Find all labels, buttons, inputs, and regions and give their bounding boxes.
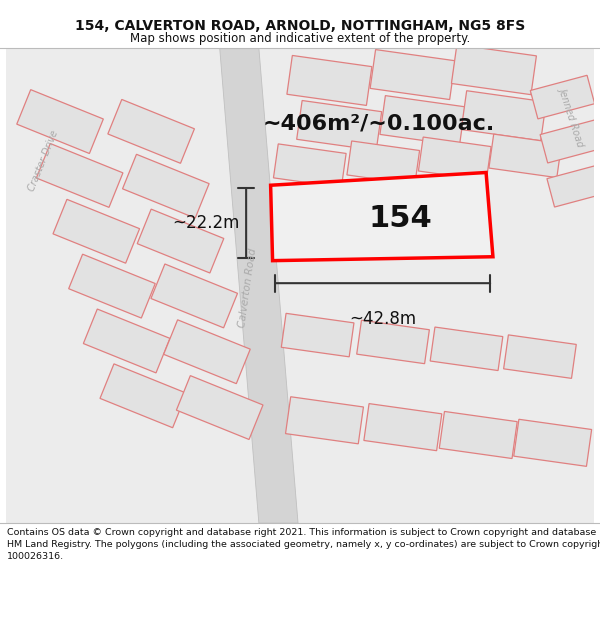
Polygon shape bbox=[271, 173, 493, 261]
Polygon shape bbox=[137, 209, 224, 273]
Text: Jenned Road: Jenned Road bbox=[558, 86, 587, 148]
Text: Craster Drive: Craster Drive bbox=[26, 129, 60, 192]
Text: Map shows position and indicative extent of the property.: Map shows position and indicative extent… bbox=[130, 32, 470, 45]
Polygon shape bbox=[122, 154, 209, 218]
Polygon shape bbox=[514, 419, 592, 466]
Polygon shape bbox=[287, 56, 372, 106]
Polygon shape bbox=[164, 320, 250, 384]
Polygon shape bbox=[418, 137, 491, 181]
Polygon shape bbox=[380, 96, 465, 146]
Polygon shape bbox=[53, 199, 140, 263]
Polygon shape bbox=[530, 75, 595, 119]
Polygon shape bbox=[439, 411, 517, 459]
Polygon shape bbox=[286, 397, 364, 444]
Polygon shape bbox=[108, 99, 194, 163]
Polygon shape bbox=[357, 320, 430, 364]
Polygon shape bbox=[281, 313, 354, 357]
Polygon shape bbox=[503, 335, 576, 378]
Polygon shape bbox=[451, 44, 536, 94]
Polygon shape bbox=[17, 89, 103, 154]
Polygon shape bbox=[461, 91, 546, 141]
Text: ~42.8m: ~42.8m bbox=[349, 309, 416, 328]
Polygon shape bbox=[347, 141, 419, 184]
Text: ~406m²/~0.100ac.: ~406m²/~0.100ac. bbox=[262, 114, 494, 134]
Polygon shape bbox=[100, 364, 187, 428]
Text: Contains OS data © Crown copyright and database right 2021. This information is : Contains OS data © Crown copyright and d… bbox=[7, 528, 600, 561]
Text: Calverton Road: Calverton Road bbox=[238, 248, 259, 329]
Polygon shape bbox=[37, 144, 123, 208]
Polygon shape bbox=[370, 49, 455, 99]
Polygon shape bbox=[83, 309, 170, 373]
Polygon shape bbox=[68, 254, 155, 318]
Polygon shape bbox=[430, 327, 503, 371]
Text: ~22.2m: ~22.2m bbox=[172, 214, 239, 232]
Text: 154, CALVERTON ROAD, ARNOLD, NOTTINGHAM, NG5 8FS: 154, CALVERTON ROAD, ARNOLD, NOTTINGHAM,… bbox=[75, 19, 525, 33]
Polygon shape bbox=[274, 144, 346, 188]
Polygon shape bbox=[547, 164, 600, 207]
Polygon shape bbox=[489, 134, 562, 178]
Text: 154: 154 bbox=[368, 204, 432, 233]
Polygon shape bbox=[151, 264, 238, 328]
Polygon shape bbox=[296, 101, 382, 151]
Polygon shape bbox=[220, 48, 298, 523]
Polygon shape bbox=[540, 119, 600, 163]
Polygon shape bbox=[364, 404, 442, 451]
Polygon shape bbox=[176, 376, 263, 439]
